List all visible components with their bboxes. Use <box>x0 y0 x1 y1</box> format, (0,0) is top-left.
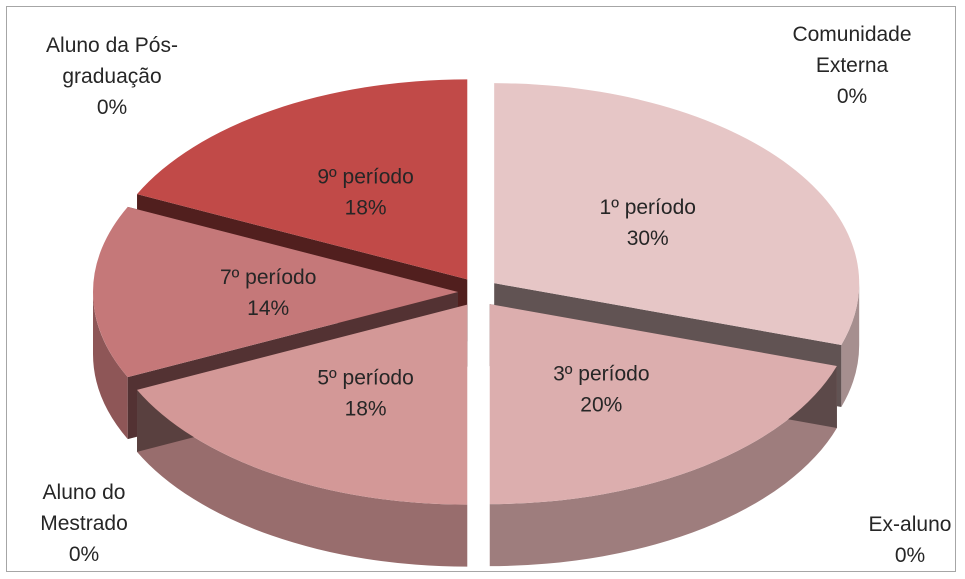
data-label-aluno-da-pos-graduacao: Aluno da Pós-graduação 0% <box>46 34 178 119</box>
slice-7-periodo-top <box>93 206 459 378</box>
data-label-ex-aluno: Ex-aluno 0% <box>869 513 952 567</box>
slice-9-periodo-top <box>137 79 468 280</box>
slice-5-periodo-outer-side <box>137 389 468 567</box>
slice-5-periodo-top <box>137 304 468 505</box>
pie-slice-tops <box>93 79 860 505</box>
data-label-1-periodo: 1º período 30% <box>600 196 696 250</box>
slice-1-periodo-outer-side <box>841 283 860 407</box>
data-label-7-periodo: 7º período 14% <box>220 266 316 320</box>
pie-data-labels: 1º período 30% 3º período 20% 5º período 18%7… <box>40 23 951 567</box>
data-label-aluno-do-mestrado: Aluno do Mestrado 0% <box>40 481 128 566</box>
slice-7-periodo-outer-side <box>93 292 128 440</box>
data-label-comunidade-externa: Comunidade Externa 0% <box>792 23 911 108</box>
slice-1-periodo-top <box>494 83 860 345</box>
slice-3-periodo-top <box>489 304 837 505</box>
slice-3-periodo-outer-side <box>489 365 837 567</box>
data-label-3-periodo: 3º período 20% <box>553 362 649 416</box>
data-label-5-periodo: 5º período 18% <box>317 366 413 420</box>
data-label-9-periodo: 9º período 18% <box>317 166 413 220</box>
